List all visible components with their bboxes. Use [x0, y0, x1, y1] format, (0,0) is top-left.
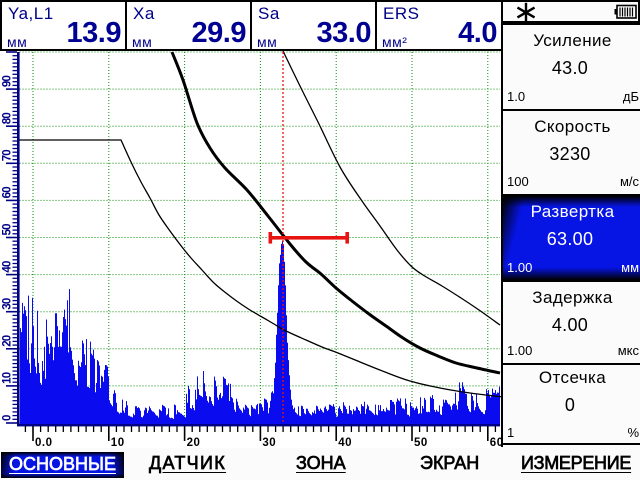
svg-text:60: 60 [2, 187, 14, 199]
svg-text:40: 40 [338, 437, 352, 449]
svg-text:50: 50 [414, 437, 428, 449]
svg-text:30: 30 [262, 437, 276, 449]
svg-text:50: 50 [2, 224, 14, 236]
svg-text:40: 40 [2, 261, 14, 273]
svg-text:30: 30 [2, 298, 14, 310]
svg-text:10: 10 [2, 372, 14, 384]
svg-text:80: 80 [2, 113, 14, 125]
svg-text:10: 10 [111, 437, 125, 449]
svg-text:20: 20 [187, 437, 201, 449]
svg-text:20: 20 [2, 335, 14, 347]
svg-text:0: 0 [2, 415, 14, 421]
svg-text:90: 90 [2, 76, 14, 88]
svg-text:0.0: 0.0 [35, 437, 53, 449]
svg-text:60: 60 [490, 437, 504, 449]
svg-text:70: 70 [2, 150, 14, 162]
